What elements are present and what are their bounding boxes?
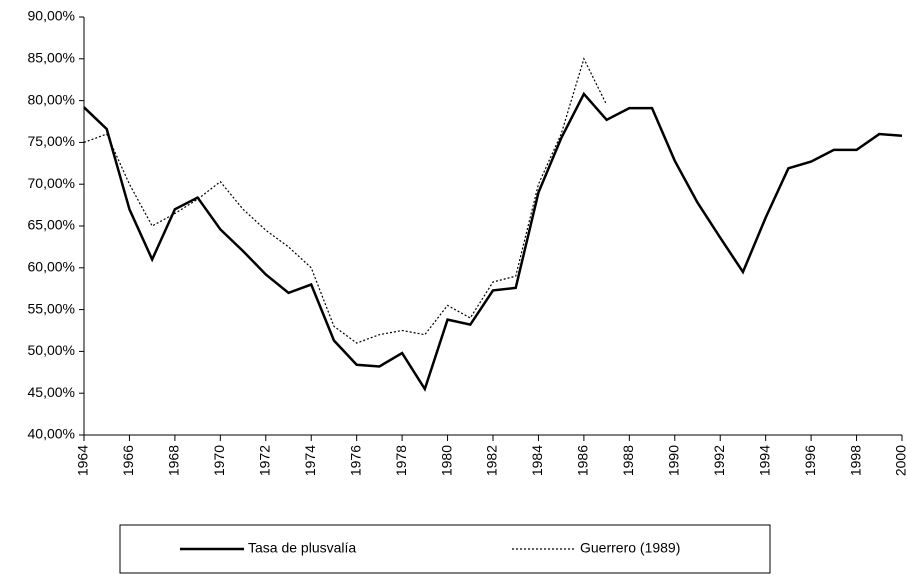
y-tick-label: 40,00%: [28, 426, 75, 442]
y-tick-label: 55,00%: [28, 300, 75, 316]
y-tick-label: 80,00%: [28, 91, 75, 107]
data-line: [83, 91, 903, 392]
legend-label: Tasa de plusvalía: [248, 540, 356, 556]
x-tick-label: 1974: [302, 445, 318, 476]
x-tick-label: 1980: [438, 445, 454, 476]
x-tick-label: 1984: [529, 445, 545, 476]
x-tick-label: 1964: [75, 445, 91, 476]
y-tick-label: 50,00%: [28, 342, 75, 358]
x-tick-label: 1988: [620, 445, 636, 476]
data-line: [83, 57, 608, 344]
y-tick-label: 75,00%: [28, 133, 75, 149]
x-tick-label: 2000: [893, 445, 907, 476]
x-tick-label: 1966: [120, 445, 136, 476]
x-tick-label: 1968: [166, 445, 182, 476]
x-tick-label: 1978: [393, 445, 409, 476]
y-tick-label: 85,00%: [28, 50, 75, 66]
x-tick-label: 1970: [211, 445, 227, 476]
x-tick-label: 1992: [711, 445, 727, 476]
x-tick-label: 1990: [665, 445, 681, 476]
x-tick-label: 1994: [756, 445, 772, 476]
x-tick-label: 1982: [484, 445, 500, 476]
x-tick-label: 1972: [256, 445, 272, 476]
y-tick-label: 65,00%: [28, 217, 75, 233]
x-tick-label: 1996: [802, 445, 818, 476]
x-tick-label: 1986: [575, 445, 591, 476]
legend-label: Guerrero (1989): [580, 540, 680, 556]
x-tick-label: 1998: [847, 445, 863, 476]
x-tick-label: 1976: [347, 445, 363, 476]
y-tick-label: 70,00%: [28, 175, 75, 191]
legend-box: [119, 524, 771, 574]
y-tick-label: 60,00%: [28, 259, 75, 275]
y-tick-label: 90,00%: [28, 8, 75, 24]
y-tick-label: 45,00%: [28, 384, 75, 400]
